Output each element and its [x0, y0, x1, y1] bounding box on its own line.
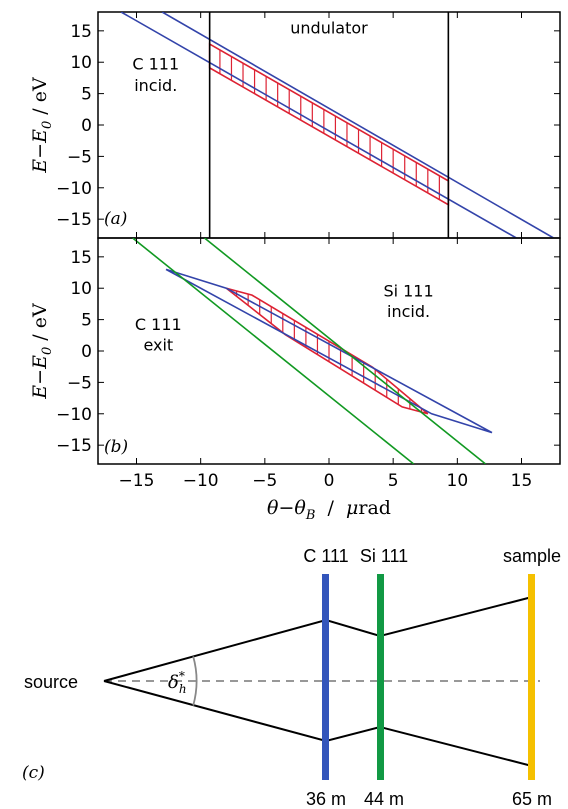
- panel-a-series-line-1: [120, 12, 517, 238]
- divergence-angle-label: δ* h: [168, 669, 187, 696]
- beam-lower-edge: [103, 680, 533, 767]
- sample: [528, 574, 535, 780]
- element-label-sample: sample: [503, 546, 561, 566]
- panel-a-series-line-0: [161, 12, 554, 238]
- panel-a-frame: [97, 11, 561, 239]
- panel-b-xtick-label: −5: [252, 471, 277, 491]
- panel-b-series-line-2: [132, 238, 415, 464]
- panel-b-annotation: exit: [143, 336, 173, 355]
- panel-b-xlabel: θ−θB / μrad: [267, 497, 391, 523]
- panel-b-annotation: C 111: [135, 315, 182, 334]
- panel-b-ytick-label: 15: [70, 248, 92, 268]
- beamline-diagram: C 111 Si 111 sample source δ* h (c) 36 m …: [22, 546, 561, 809]
- panel-b-xtick-label: −15: [119, 471, 155, 491]
- panel-b-ytick-label: −15: [56, 436, 92, 456]
- panel-b-series-line-1: [204, 238, 487, 464]
- panel-a-ytick-label: −15: [56, 210, 92, 230]
- panel-a-ytick-label: −10: [56, 179, 92, 199]
- panel-a-label: (a): [104, 209, 127, 229]
- element-label-si111: Si 111: [360, 546, 408, 566]
- si111-crystal: [377, 574, 384, 780]
- distance-sample: 65 m: [512, 789, 552, 809]
- beam-upper-edge: [103, 596, 533, 682]
- panel-b-annotation: incid.: [387, 302, 430, 321]
- panel-b-plot: −15 −10 −5 0 5 10 15 −15 −10 −5 0 5 10 15 Si 111incid…: [29, 237, 561, 523]
- panel-a-ytick-label: −5: [67, 147, 92, 167]
- panel-b-ytick-label: 5: [81, 311, 92, 331]
- panel-a-annotation: undulator: [290, 19, 368, 38]
- panel-a-acceptance-region: [208, 42, 450, 207]
- panel-b-xtick-label: 0: [324, 471, 335, 491]
- panel-a-annotation: incid.: [134, 76, 177, 95]
- panel-a-annotation: C 111: [132, 54, 179, 73]
- distance-c111: 36 m: [306, 789, 346, 809]
- distance-si111: 44 m: [364, 789, 404, 809]
- panel-b-series-line-0: [165, 268, 493, 434]
- source-label: source: [24, 672, 78, 692]
- panel-b-xtick-label: 15: [511, 471, 533, 491]
- panel-a-ytick-label: 0: [81, 116, 92, 136]
- panel-a-ytick-label: 15: [70, 22, 92, 42]
- panel-b-ytick-label: −10: [56, 405, 92, 425]
- c111-crystal: [322, 574, 329, 780]
- panel-b-ytick-label: 0: [81, 342, 92, 362]
- element-label-c111: C 111: [303, 546, 348, 566]
- panel-c-label: (c): [22, 763, 45, 783]
- divergence-angle-arc: [192, 656, 198, 706]
- panel-b-ylabel: E−E0 / eV: [29, 303, 55, 400]
- panel-b-ytick-label: −5: [67, 373, 92, 393]
- panel-b-xtick-label: 5: [388, 471, 399, 491]
- panel-b-xtick-label: 10: [447, 471, 469, 491]
- panel-a-ylabel: E−E0 / eV: [29, 77, 55, 174]
- panel-b-ytick-label: 10: [70, 279, 92, 299]
- panel-b-annotation: Si 111: [383, 282, 433, 301]
- panel-a-ytick-label: 5: [81, 85, 92, 105]
- panel-b-xtick-label: −10: [183, 471, 219, 491]
- panel-a-ytick-label: 10: [70, 53, 92, 73]
- panel-b-label: (b): [104, 437, 128, 457]
